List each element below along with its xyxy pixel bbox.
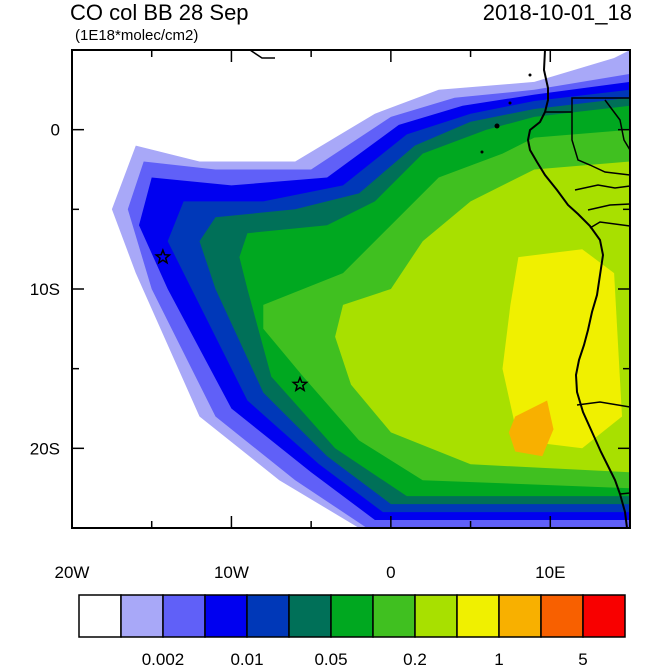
plot-title: CO col BB 28 Sep [70,0,249,25]
border [545,97,630,113]
colorbar-box [288,594,332,638]
colorbar-box [540,594,584,638]
island [494,123,500,129]
coastline-north [249,50,275,59]
colorbar-label: 0.05 [314,650,347,667]
border [619,492,630,495]
plot-units: (1E18*molec/cm2) [75,27,199,44]
colorbar-box [498,594,542,638]
colorbar-box [120,594,164,638]
y-tick-label: 20S [30,439,60,458]
colorbar-label: 0.01 [230,650,263,667]
island [508,101,512,105]
island [528,73,532,77]
colorbar-box [246,594,290,638]
star-marker [291,375,309,393]
colorbar-box [78,594,122,638]
x-tick-label: 10E [535,563,565,582]
colorbar-label: 1 [494,650,503,667]
star-marker [154,247,172,265]
coastline [526,50,628,528]
co-concentration-field [72,50,630,528]
colorbar: 0.002 0.01 0.05 0.2 1 5 [78,594,626,667]
y-tick-label: 10S [30,280,60,299]
border [576,401,630,408]
colorbar-label: 0.002 [142,650,185,667]
coastline-and-borders [249,50,630,528]
x-tick-label: 0 [386,563,395,582]
y-tick-label: 0 [51,121,60,140]
x-tick-label: 20W [55,563,90,582]
colorbar-box [162,594,206,638]
colorbar-box [582,594,626,638]
border [587,203,630,211]
colorbar-box [204,594,248,638]
border [574,184,630,191]
site-markers [154,247,309,393]
colorbar-label: 0.2 [403,650,427,667]
island [480,150,484,154]
colorbar-box [414,594,458,638]
co-level-region [508,400,554,457]
border [571,112,630,176]
border [589,221,630,229]
co-level-region [502,249,622,449]
axis-ticks: 20W 10W 0 10E 0 10S 20S [30,49,631,582]
x-tick-label: 10W [214,563,249,582]
valid-time: 2018-10-01_18 [482,0,632,25]
colorbar-label: 5 [578,650,587,667]
colorbar-box [330,594,374,638]
colorbar-box [372,594,416,638]
colorbar-box [456,594,500,638]
